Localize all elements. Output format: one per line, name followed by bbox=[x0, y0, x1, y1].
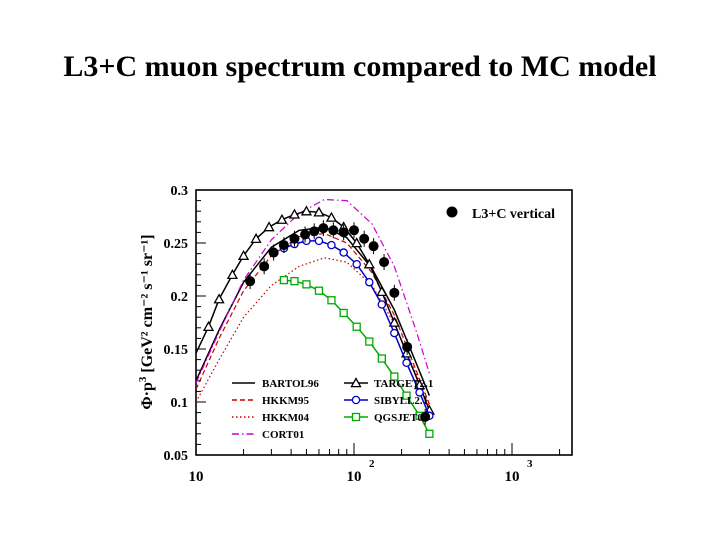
point-sibyll2-1 bbox=[339, 248, 348, 257]
x-tick-label: 10 bbox=[189, 469, 204, 485]
x-tick-exponent: 3 bbox=[527, 458, 533, 470]
data-point-l3c bbox=[328, 225, 339, 236]
point-target2-1 bbox=[263, 221, 275, 232]
data-point-l3c bbox=[359, 233, 370, 244]
point-qgsjet01 bbox=[314, 286, 324, 295]
data-point-l3c bbox=[420, 411, 431, 422]
data-point-l3c bbox=[289, 233, 300, 244]
data-legend-marker bbox=[446, 206, 458, 218]
point-sibyll2-1 bbox=[314, 236, 324, 246]
legend-label: CORT01 bbox=[262, 429, 304, 441]
point-sibyll2-1 bbox=[377, 300, 387, 309]
legend-label: BARTOL96 bbox=[262, 378, 319, 390]
point-qgsjet01 bbox=[425, 429, 434, 438]
point-sibyll2-1 bbox=[327, 240, 336, 250]
data-legend-label: L3+C vertical bbox=[472, 207, 555, 222]
point-target2-1 bbox=[313, 206, 325, 217]
legend-marker bbox=[350, 377, 362, 388]
y-tick-label: 0.3 bbox=[171, 184, 189, 199]
data-point-l3c bbox=[268, 247, 279, 258]
legend-label: HKKM04 bbox=[262, 412, 310, 424]
data-point-l3c bbox=[368, 241, 379, 252]
point-qgsjet01 bbox=[402, 391, 411, 400]
plot-frame bbox=[195, 189, 573, 456]
point-qgsjet01 bbox=[352, 322, 361, 331]
point-sibyll2-1 bbox=[415, 388, 424, 397]
y-tick-label: 0.1 bbox=[171, 396, 189, 411]
legend-label: SIBYLL2.1 bbox=[374, 395, 428, 407]
legend-marker bbox=[351, 395, 361, 405]
data-point-l3c bbox=[379, 257, 390, 268]
point-target2-1 bbox=[388, 316, 400, 327]
point-target2-1 bbox=[250, 232, 262, 244]
data-point-l3c bbox=[349, 225, 359, 236]
point-qgsjet01 bbox=[390, 372, 399, 381]
point-sibyll2-1 bbox=[352, 259, 361, 269]
point-sibyll2-1 bbox=[402, 358, 411, 368]
point-target2-1 bbox=[325, 211, 338, 222]
y-tick-label: 0.05 bbox=[164, 449, 189, 464]
y-tick-label: 0.25 bbox=[164, 237, 189, 252]
x-tick-exponent: 2 bbox=[369, 458, 375, 470]
point-target2-1 bbox=[276, 213, 288, 224]
point-sibyll2-1 bbox=[365, 277, 374, 287]
y-tick-label: 0.2 bbox=[171, 290, 189, 305]
legend-label: QGSJET01 bbox=[374, 412, 428, 424]
y-axis-label: Φ·p3 [GeV² cm⁻² s⁻¹ sr⁻¹] bbox=[137, 234, 156, 409]
point-target2-1 bbox=[226, 268, 239, 280]
point-qgsjet01 bbox=[365, 337, 374, 346]
point-qgsjet01 bbox=[339, 308, 348, 318]
point-target2-1 bbox=[213, 293, 225, 304]
series-line-hkkm95 bbox=[196, 232, 430, 405]
point-target2-1 bbox=[351, 237, 363, 248]
point-target2-1 bbox=[288, 208, 301, 219]
series-line-target2-1 bbox=[196, 210, 431, 411]
point-target2-1 bbox=[363, 258, 375, 269]
data-point-l3c bbox=[338, 227, 349, 238]
point-target2-1 bbox=[202, 320, 215, 331]
point-target2-1 bbox=[400, 347, 413, 358]
legend-label: HKKM95 bbox=[262, 395, 310, 407]
data-point-l3c bbox=[300, 229, 311, 240]
point-qgsjet01 bbox=[302, 280, 311, 289]
x-tick-label: 10 bbox=[347, 469, 362, 485]
slide-title: L3+C muon spectrum compared to MC model bbox=[63, 50, 657, 83]
y-tick-label: 0.15 bbox=[164, 343, 189, 358]
legend-label: TARGET2.1 bbox=[374, 378, 433, 390]
data-point-l3c bbox=[278, 240, 289, 251]
point-target2-1 bbox=[237, 249, 250, 260]
data-point-l3c bbox=[245, 276, 256, 287]
point-qgsjet01 bbox=[377, 354, 386, 363]
series-line-bartol96 bbox=[196, 226, 431, 396]
point-qgsjet01 bbox=[290, 277, 299, 286]
data-point-l3c bbox=[389, 287, 400, 298]
data-point-l3c bbox=[402, 341, 413, 352]
point-qgsjet01 bbox=[327, 296, 336, 305]
point-target2-1 bbox=[376, 285, 388, 297]
data-point-l3c bbox=[318, 223, 329, 234]
legend-marker bbox=[351, 412, 361, 422]
data-point-l3c bbox=[259, 261, 270, 272]
point-qgsjet01 bbox=[279, 275, 289, 285]
x-tick-label: 10 bbox=[505, 469, 520, 485]
point-sibyll2-1 bbox=[390, 328, 399, 338]
point-target2-1 bbox=[300, 205, 313, 216]
data-point-l3c bbox=[309, 226, 320, 237]
